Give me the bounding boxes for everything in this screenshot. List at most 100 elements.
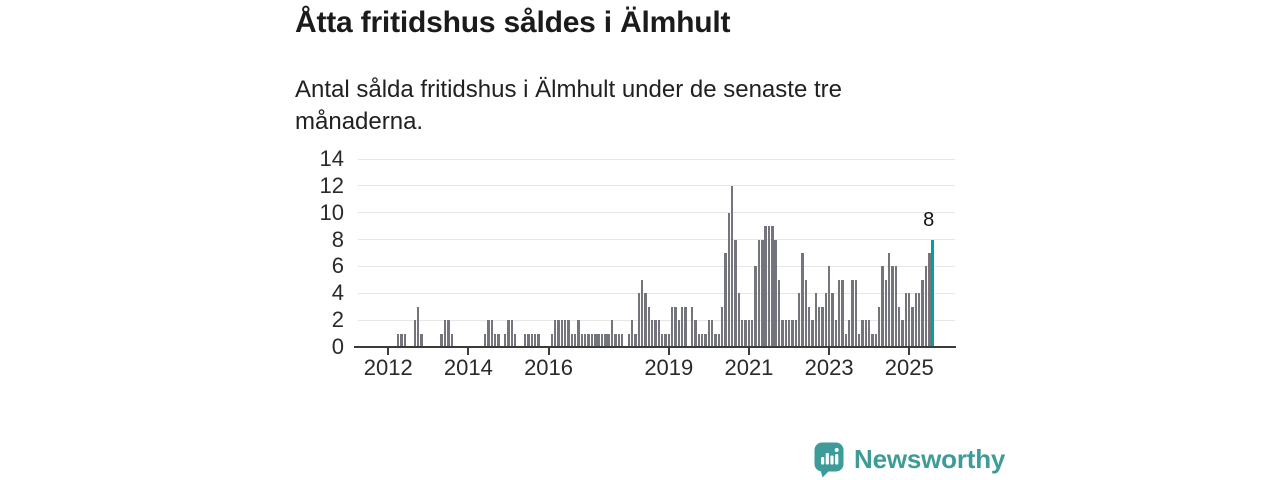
- bar: [764, 226, 767, 347]
- bar: [874, 333, 878, 347]
- bar: [647, 306, 650, 347]
- bar: [707, 320, 711, 347]
- bar: [747, 320, 751, 347]
- bar: [640, 279, 644, 347]
- bar: [537, 333, 540, 347]
- plot-area: 8: [358, 158, 955, 347]
- x-tick: [387, 348, 390, 355]
- bar: [731, 185, 734, 347]
- bar: [724, 253, 727, 347]
- x-tick-label: 2014: [443, 355, 493, 380]
- bar: [774, 239, 777, 347]
- x-tick: [467, 348, 470, 355]
- bar: [784, 320, 787, 347]
- x-tick-label: 2025: [884, 355, 934, 380]
- bar: [580, 333, 584, 347]
- newsworthy-logo: Newsworthy: [813, 441, 1005, 478]
- bar: [604, 333, 607, 347]
- bar: [527, 333, 530, 347]
- bar: [447, 320, 450, 347]
- bar: [664, 333, 667, 347]
- bar: [684, 306, 687, 347]
- bar: [734, 239, 737, 347]
- x-tick-label: 2012: [363, 355, 413, 380]
- bar: [918, 293, 921, 347]
- bar: [797, 293, 801, 347]
- gridline-y10: [358, 212, 955, 214]
- bar: [650, 320, 654, 347]
- chart-subtitle: Antal sålda fritidshus i Älmhult under d…: [295, 76, 842, 135]
- bar: [557, 320, 560, 347]
- bar: [881, 266, 884, 347]
- bar: [904, 293, 908, 347]
- bar: [894, 266, 898, 347]
- bar: [617, 333, 620, 347]
- bar: [610, 320, 614, 347]
- bar: [490, 320, 493, 347]
- bar: [741, 320, 744, 347]
- bar: [914, 293, 918, 347]
- bar: [908, 293, 911, 347]
- bar: [570, 333, 574, 347]
- bar: [811, 320, 814, 347]
- bar: [417, 306, 420, 347]
- bar: [801, 253, 804, 347]
- x-tick: [828, 348, 831, 355]
- bar: [584, 333, 587, 347]
- bar: [761, 239, 764, 347]
- bar: [721, 306, 724, 347]
- y-tick-label: 0: [331, 334, 344, 359]
- bar: [677, 320, 680, 347]
- bar: [670, 306, 674, 347]
- bar: [807, 306, 811, 347]
- bar: [510, 320, 513, 347]
- x-tick-label: 2023: [804, 355, 854, 380]
- bar: [704, 333, 707, 347]
- bar: [507, 320, 510, 347]
- gridline-y6: [358, 265, 955, 267]
- bar: [680, 306, 684, 347]
- y-tick-label: 6: [331, 253, 344, 279]
- highlight-value-label: 8: [923, 208, 935, 231]
- bar: [590, 333, 594, 347]
- bar: [921, 279, 924, 347]
- bar: [397, 333, 400, 347]
- x-tick: [747, 348, 750, 355]
- bar: [513, 333, 517, 347]
- bar: [861, 320, 864, 347]
- bar: [898, 306, 901, 347]
- bar: [767, 226, 771, 347]
- bar: [928, 253, 931, 347]
- bar: [597, 333, 600, 347]
- bar: [654, 320, 657, 347]
- gridline-y12: [358, 185, 955, 187]
- bar: [620, 333, 624, 347]
- bar: [634, 333, 637, 347]
- bar: [493, 333, 497, 347]
- bar: [744, 320, 747, 347]
- bar: [851, 279, 854, 347]
- bar: [751, 320, 754, 347]
- bar: [791, 320, 794, 347]
- bar: [717, 333, 721, 347]
- bar: [834, 320, 837, 347]
- bar: [567, 320, 570, 347]
- bar: [714, 333, 717, 347]
- bar: [847, 320, 851, 347]
- bar: [413, 320, 417, 347]
- bar: [450, 333, 453, 347]
- bar: [924, 266, 928, 347]
- bar: [577, 320, 580, 347]
- brand-name: Newsworthy: [854, 444, 1006, 474]
- bar: [630, 320, 634, 347]
- bar: [607, 333, 610, 347]
- bar: [864, 320, 868, 347]
- bar: [614, 333, 617, 347]
- bar: [564, 320, 567, 347]
- bar: [574, 333, 577, 347]
- bar: [644, 293, 647, 347]
- chart-title: Åtta fritidshus såldes i Älmhult: [295, 6, 731, 39]
- y-tick-label: 14: [319, 146, 344, 171]
- bar: [701, 333, 704, 347]
